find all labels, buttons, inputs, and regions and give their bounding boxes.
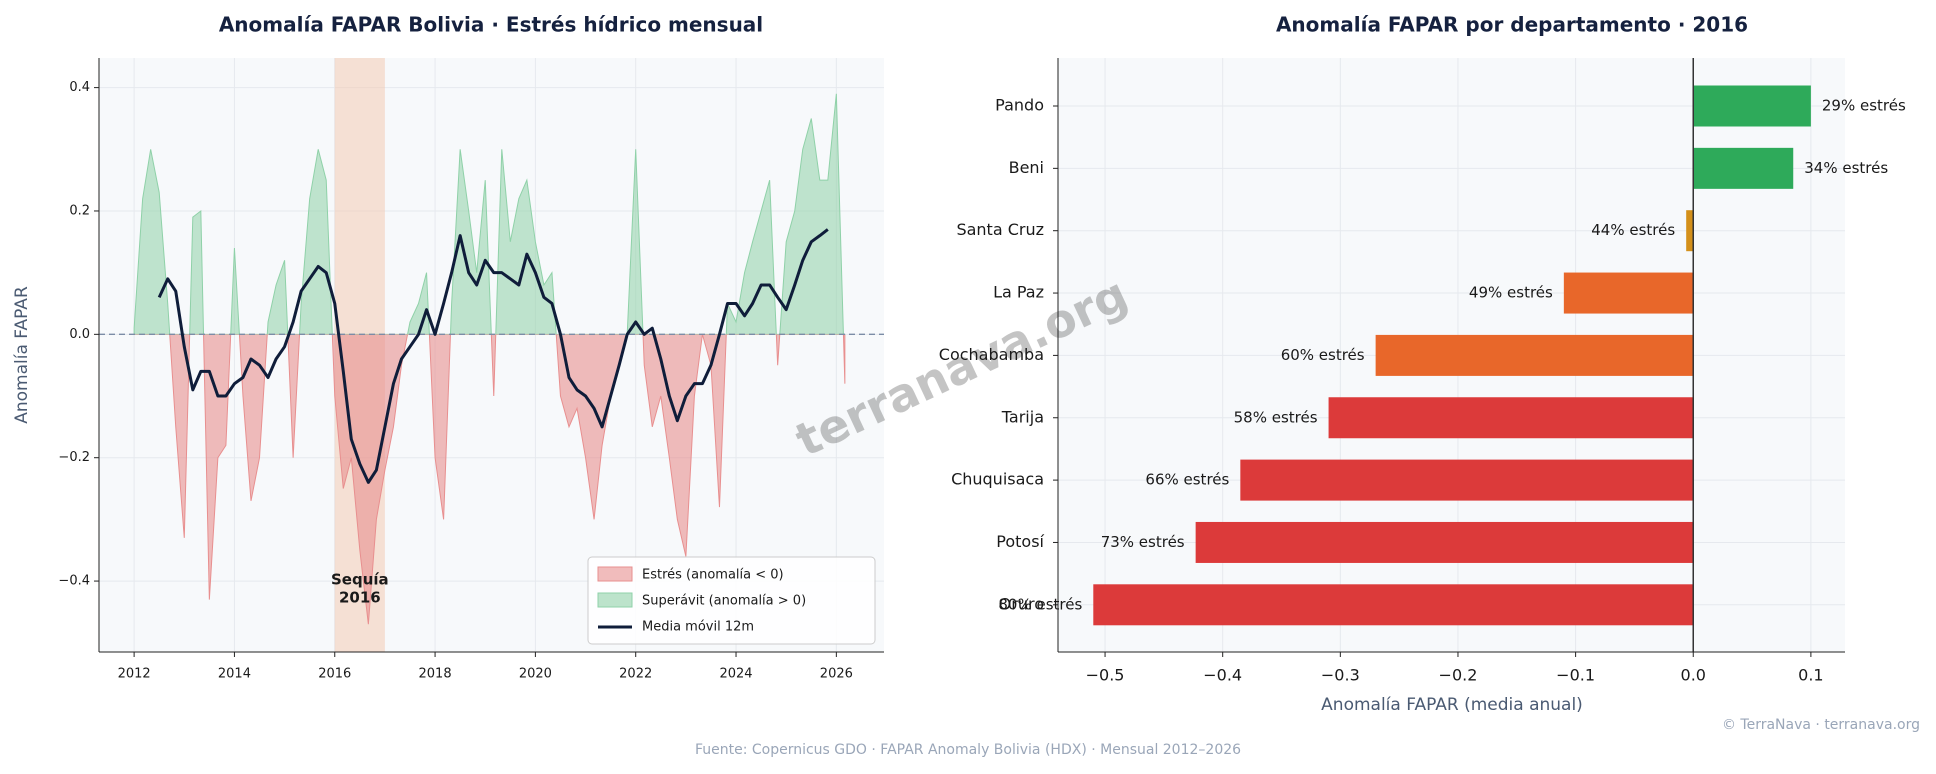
chart-title: Anomalía FAPAR por departamento · 2016 bbox=[1276, 13, 1748, 37]
bar bbox=[1686, 210, 1694, 252]
stress-area bbox=[133, 334, 846, 625]
credit: © TerraNava · terranava.org bbox=[1722, 717, 1920, 733]
x-tick-label: 2022 bbox=[619, 667, 652, 682]
x-tick-label: −0.4 bbox=[1203, 666, 1242, 685]
y-tick-label: Cochabamba bbox=[939, 345, 1044, 364]
y-tick-label: 0.4 bbox=[69, 80, 90, 95]
y-tick-label: Tarija bbox=[1001, 407, 1044, 426]
bar bbox=[1240, 459, 1694, 501]
legend-label: Estrés (anomalía < 0) bbox=[642, 568, 784, 583]
bar bbox=[1563, 272, 1694, 314]
y-tick-label: −0.2 bbox=[58, 450, 90, 465]
annotation: 2016 bbox=[339, 588, 381, 606]
data-label: 29% estrés bbox=[1822, 97, 1906, 115]
y-tick-label: Chuquisaca bbox=[951, 470, 1044, 489]
y-tick-label: 0.0 bbox=[69, 327, 90, 342]
bar bbox=[1693, 147, 1794, 189]
bar bbox=[1693, 85, 1811, 127]
y-tick-label: La Paz bbox=[993, 283, 1044, 302]
y-tick-label: Santa Cruz bbox=[956, 220, 1044, 239]
legend-swatch bbox=[597, 566, 633, 582]
legend-swatch bbox=[597, 592, 633, 608]
data-label: 80% estrés bbox=[998, 595, 1082, 613]
data-label: 58% estrés bbox=[1234, 408, 1318, 426]
bar bbox=[1093, 584, 1694, 626]
data-label: 44% estrés bbox=[1591, 221, 1675, 239]
x-tick-label: 0.0 bbox=[1681, 666, 1706, 685]
data-label: 34% estrés bbox=[1804, 159, 1888, 177]
bar bbox=[1195, 521, 1694, 563]
y-tick-label: Oruro bbox=[999, 594, 1044, 613]
data-label: 73% estrés bbox=[1101, 533, 1185, 551]
bar bbox=[1375, 334, 1694, 376]
x-tick-label: 2012 bbox=[118, 667, 151, 682]
legend-label: Media móvil 12m bbox=[642, 620, 754, 635]
data-label: 60% estrés bbox=[1281, 346, 1365, 364]
chart-title: Anomalía FAPAR Bolivia · Estrés hídrico … bbox=[219, 13, 763, 37]
y-tick-label: Beni bbox=[1009, 158, 1044, 177]
moving-average-line bbox=[157, 228, 829, 484]
x-tick-label: 2024 bbox=[719, 667, 752, 682]
y-tick-label: −0.4 bbox=[58, 574, 90, 589]
y-axis-label: Anomalía FAPAR bbox=[12, 286, 32, 424]
x-tick-label: 0.1 bbox=[1798, 666, 1823, 685]
x-tick-label: −0.5 bbox=[1086, 666, 1125, 685]
x-tick-label: −0.1 bbox=[1556, 666, 1595, 685]
legend-label: Superávit (anomalía > 0) bbox=[642, 594, 806, 609]
y-tick-label: Potosí bbox=[996, 532, 1044, 551]
data-label: 49% estrés bbox=[1469, 284, 1553, 302]
x-tick-label: −0.2 bbox=[1439, 666, 1478, 685]
y-tick-label: Pando bbox=[995, 96, 1044, 115]
bar bbox=[1328, 397, 1694, 439]
x-tick-label: 2016 bbox=[318, 667, 351, 682]
legend-box bbox=[587, 556, 876, 645]
x-tick-label: 2014 bbox=[218, 667, 251, 682]
x-tick-label: −0.3 bbox=[1321, 666, 1360, 685]
x-tick-label: 2026 bbox=[820, 667, 853, 682]
x-tick-label: 2020 bbox=[519, 667, 552, 682]
data-label: 66% estrés bbox=[1145, 471, 1229, 489]
x-axis-label: Anomalía FAPAR (media anual) bbox=[1321, 695, 1583, 715]
y-tick-label: 0.2 bbox=[69, 203, 90, 218]
x-tick-label: 2018 bbox=[419, 667, 452, 682]
source-note: Fuente: Copernicus GDO · FAPAR Anomaly B… bbox=[695, 742, 1241, 758]
annotation: Sequía bbox=[331, 570, 389, 588]
